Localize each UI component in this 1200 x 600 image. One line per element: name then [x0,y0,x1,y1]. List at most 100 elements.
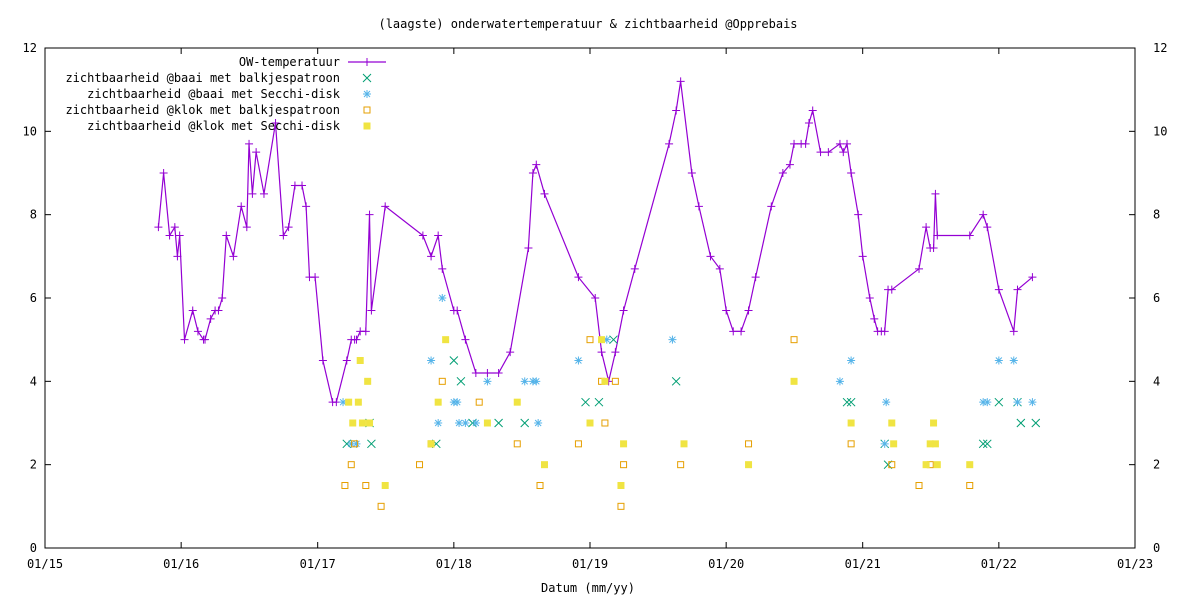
data-point [222,231,231,240]
x-axis-label: Datum (mm/yy) [541,581,635,595]
data-point [808,106,817,115]
data-point [427,252,436,261]
data-point [994,397,1004,407]
data-point [381,202,390,211]
y-tick-label: 0 [30,541,37,555]
data-point [694,202,703,211]
data-point [858,252,867,261]
data-point [356,357,364,364]
data-point [349,419,357,427]
data-point [870,314,879,323]
data-point [347,461,355,469]
legend-marker [363,106,371,114]
data-point [839,148,848,157]
data-point [279,231,288,240]
data-point [729,327,738,336]
data-point [854,210,863,219]
data-point [453,398,462,407]
y-tick-label: 4 [30,374,37,388]
data-point [339,398,348,407]
data-point [824,148,833,157]
data-point [175,231,184,240]
data-point [362,482,370,489]
y-tick-label: 12 [23,41,37,55]
data-point [597,348,606,357]
data-point [245,139,254,148]
data-point [377,502,385,510]
data-point [617,502,625,510]
data-point [611,348,620,357]
data-point [461,419,470,427]
y-tick-label: 2 [30,458,37,472]
data-point [532,377,541,386]
data-point [847,169,856,177]
data-point [842,397,852,407]
data-point [745,440,753,448]
data-point [1013,285,1022,294]
data-point [1028,273,1037,282]
data-point [982,439,992,449]
data-point [965,231,974,240]
series-2 [339,294,1037,448]
data-point [540,189,549,198]
data-point [520,418,530,428]
data-point [364,377,372,385]
data-point [483,419,491,427]
y-axis-ticks: 0 0 2 2 4 4 6 6 8 8 10 10 12 12 [23,41,1168,555]
data-point [617,482,625,489]
data-point [680,440,688,448]
data-point [365,210,374,219]
legend: OW-temperatuur zichtbaarheid @baai met ba… [65,55,386,133]
data-point [933,461,941,469]
data-point [880,327,889,336]
data-point [311,273,320,282]
y2-tick-label: 4 [1153,374,1160,388]
data-point [915,482,923,489]
data-point [1028,398,1037,407]
data-point [915,264,924,273]
legend-label: zichtbaarheid @klok met balkjespatroon [65,103,340,117]
data-point [218,294,227,302]
data-point [890,440,898,448]
data-point [352,335,361,344]
data-point [354,398,362,406]
data-point [846,397,856,407]
data-point [801,139,810,148]
x-tick-label: 01/15 [27,557,63,571]
data-point [745,461,753,469]
data-point [206,314,215,323]
data-point [381,482,389,489]
data-point [722,306,731,315]
data-point [983,398,992,407]
data-point [601,419,609,427]
data-point [532,160,541,169]
legend-label: zichtbaarheid @baai met Secchi-disk [87,87,341,101]
data-point [434,231,443,240]
data-point [520,377,529,386]
y2-tick-label: 6 [1153,291,1160,305]
x-tick-label: 01/22 [981,557,1017,571]
data-point [847,356,856,365]
y2-tick-label: 2 [1153,458,1160,472]
data-point [676,77,685,86]
data-point [367,306,376,315]
x-tick-label: 01/16 [163,557,199,571]
data-point [602,335,611,344]
data-point [979,210,988,219]
data-point [193,327,202,336]
data-point [438,264,447,273]
series-layer [154,77,1041,510]
data-point [847,419,855,427]
data-point [687,169,696,177]
data-point [456,376,466,386]
data-point [332,398,341,407]
data-point [434,398,442,406]
data-point [1009,356,1018,365]
data-point [188,306,197,315]
data-point [298,181,307,190]
data-point [978,439,988,449]
data-point [483,377,492,386]
data-point [880,439,889,448]
data-point [1031,418,1041,428]
legend-label: OW-temperatuur [239,55,340,69]
